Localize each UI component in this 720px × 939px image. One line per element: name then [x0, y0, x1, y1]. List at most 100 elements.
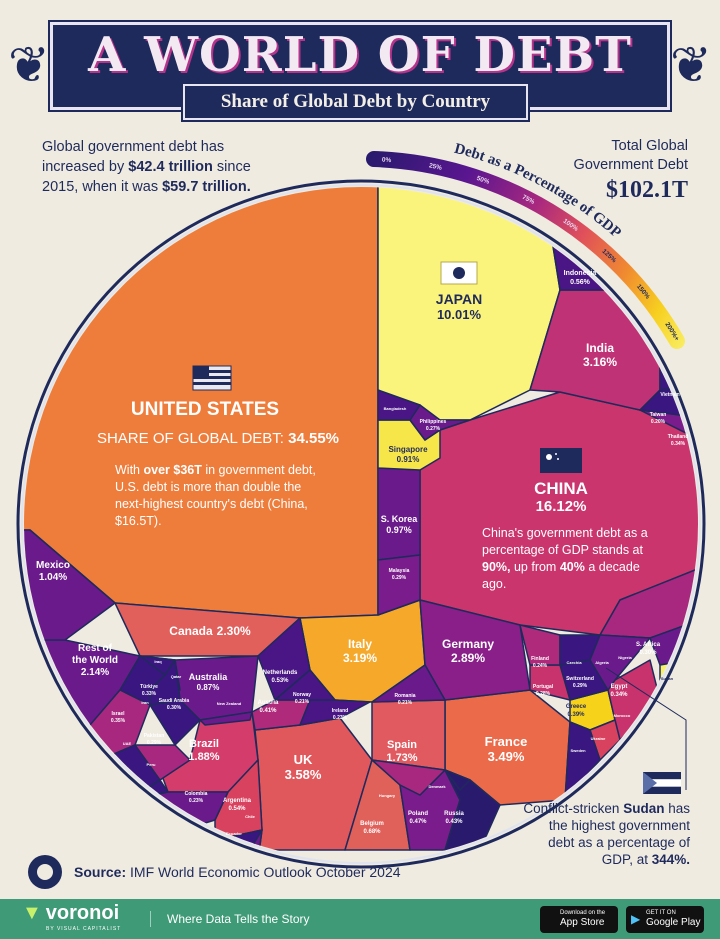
china-callout: China's government debt as a percentage … [482, 526, 648, 591]
country-share-label: 0.47% [409, 819, 427, 825]
cell-bangladesh [377, 389, 421, 421]
source-text: IMF World Economic Outlook October 2024 [126, 864, 401, 880]
legend-title-char: t [477, 148, 487, 165]
country-name-label: Canada [169, 624, 213, 638]
china-pre: China's government debt as a percentage … [482, 526, 648, 557]
country-name-label: Austria [258, 700, 279, 706]
country-share-label: 3.16% [583, 355, 617, 369]
country-share-label: 0.56% [570, 279, 591, 286]
country-name-label: Hungary [379, 793, 396, 798]
china-post: a decade ago. [482, 560, 640, 591]
country-share-label: 3.49% [488, 749, 525, 764]
country-share-label: 0.34% [671, 441, 686, 447]
country-name-label: Iran [141, 700, 149, 705]
country-name-label: Nigeria [618, 655, 632, 660]
country-share-label: 0.39% [567, 712, 585, 718]
country-name-label: Ireland [332, 708, 348, 714]
cell-hungary [371, 759, 446, 796]
footer-bar: ▼ voronoi BY VISUAL CAPITALIST Where Data… [0, 899, 720, 939]
cell-algeria [589, 634, 651, 691]
total-label-1: Total Global [611, 138, 688, 154]
country-share-label: 2.89% [451, 651, 485, 665]
country-name-label: Chile [245, 814, 256, 819]
play-icon: ▶ [631, 912, 641, 926]
country-name-label: Pakistan [144, 733, 165, 739]
play-label: Google Play [646, 917, 701, 928]
country-share-label: 1.88% [188, 751, 219, 763]
cell-germany [419, 599, 531, 701]
country-name-label: Finland [531, 656, 549, 662]
country-name-label: Peru [147, 762, 156, 767]
country-name-label: Egypt [611, 684, 628, 690]
country-name-label: Belgium [360, 821, 384, 827]
country-name-label: JAPAN [436, 291, 482, 307]
source-line: Source: IMF World Economic Outlook Octob… [28, 855, 401, 889]
country-name-line: Rest of [78, 643, 113, 654]
cell-norway [274, 669, 336, 701]
intro-text: Global government debt has increased by … [42, 137, 282, 197]
app-store-button[interactable]: Download on the App Store [540, 906, 618, 933]
country-share-label: 0.23% [333, 715, 348, 721]
country-share-label: 0.43% [445, 819, 463, 825]
country-name-label: Saudi Arabia [159, 698, 190, 704]
sudan-country: Sudan [623, 801, 665, 816]
us-flag-icon [192, 365, 232, 391]
country-name-label: France [485, 734, 528, 749]
country-name-label: Taiwan [650, 412, 667, 418]
total-value: $102.1T [605, 177, 688, 203]
ornament-right-icon: ❦ [670, 37, 712, 93]
appstore-label: App Store [560, 917, 605, 928]
country-name-label: Ukraine [591, 736, 606, 741]
country-share-label: 0.35% [111, 718, 126, 724]
country-name-label: Germany [442, 637, 494, 651]
country-share-label: 0.68% [363, 829, 381, 835]
country-name-label: Australia [189, 672, 229, 682]
country-name-label: Türkiye [140, 684, 158, 690]
us-share-line-part: SHARE OF GLOBAL DEBT: [97, 430, 288, 447]
country-share-label: 0.23% [189, 798, 204, 804]
total-debt: Total Global Government Debt $102.1T [574, 137, 688, 205]
us-pre: With [115, 463, 144, 477]
country-share-label: 0.91% [397, 455, 420, 464]
visual-capitalist-logo-icon [28, 855, 62, 889]
cell-denmark [444, 769, 471, 791]
country-share-label: 2.14% [81, 667, 109, 678]
china-flag-icon [540, 448, 582, 473]
legend-tick-label: 25% [428, 162, 442, 172]
country-name-label: Morocco [614, 713, 631, 718]
country-share-label: 1.04% [39, 572, 67, 583]
sudan-value: 344%. [651, 852, 690, 867]
total-label-2: Government Debt [573, 157, 688, 173]
country-name-label: Bangladesh [384, 406, 407, 411]
voronoi-v-icon: ▼ [22, 902, 42, 924]
country-name-label: Philippines [420, 419, 447, 425]
country-name-label: Thailand [668, 434, 689, 440]
country-share-label: 0.29% [573, 683, 588, 689]
country-name-label: Vietnam [660, 392, 680, 398]
country-share-label: 3.19% [343, 651, 377, 665]
debt-voronoi-chart: 0%25%50%75%100%125%150%200%+ DebtasaPerc… [16, 141, 706, 869]
country-name-line: the World [72, 655, 118, 666]
country-share-label: 0.54% [228, 806, 246, 812]
page-subtitle: Share of Global Debt by Country [181, 82, 530, 122]
country-name-label: Spain [387, 739, 417, 751]
country-name-label: Switzerland [566, 676, 594, 682]
cell-romania [371, 664, 446, 703]
country-name-label: Italy [348, 637, 372, 651]
country-share-label: 0.41% [259, 708, 277, 714]
cell-new-zealand [199, 711, 253, 726]
sudan-callout: Conflict-stricken Sudan has the highest … [520, 800, 690, 868]
country-share-label: 0.28% [536, 691, 551, 697]
country-share-label: 2.30% [217, 624, 251, 638]
voronoi-logo[interactable]: ▼ voronoi BY VISUAL CAPITALIST [22, 901, 121, 933]
google-play-button[interactable]: ▶ GET IT ON Google Play [626, 906, 704, 933]
china-before: 40% [559, 560, 585, 574]
sudan-mid: has the highest government debt as a per… [548, 801, 690, 867]
legend-title-char: D [453, 141, 468, 159]
country-share-label: 0.29% [147, 740, 162, 746]
country-share-label: 0.87% [197, 683, 220, 692]
country-name-label: Singapore [388, 445, 428, 454]
tagline: Where Data Tells the Story [150, 911, 310, 927]
legend-tick-label: 50% [476, 175, 491, 186]
intro-mid: since 2015, when it was [42, 159, 251, 195]
